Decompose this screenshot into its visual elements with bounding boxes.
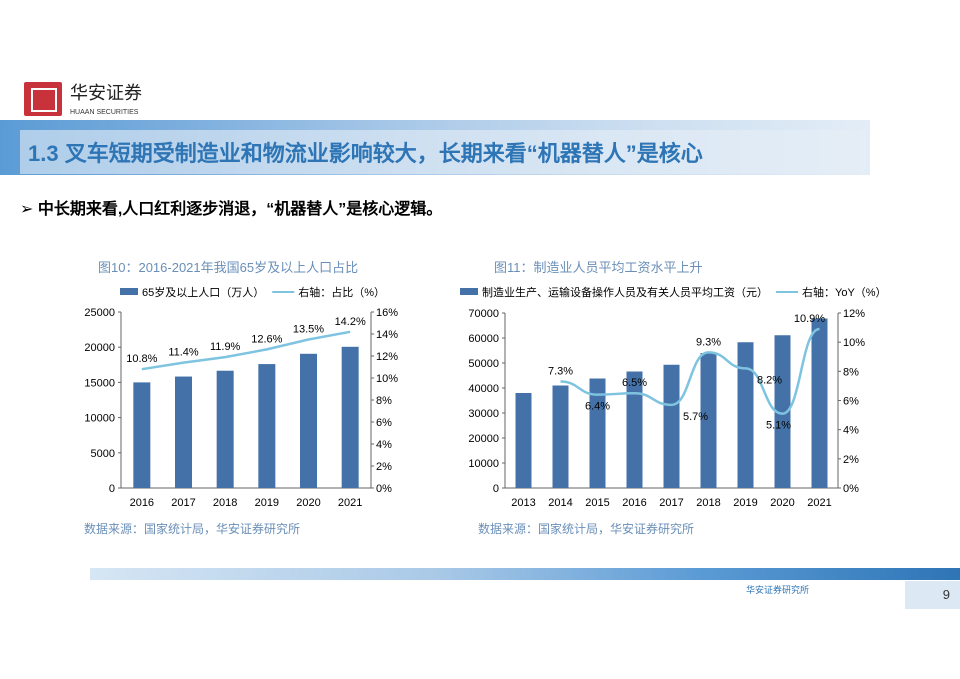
legend-bar-swatch [460, 288, 478, 295]
data-label: 13.5% [293, 324, 324, 336]
y2-tick-label: 0% [376, 483, 392, 495]
slide-title: 1.3 叉车短期受制造业和物流业影响较大，长期来看“机器替人”是核心 [20, 130, 866, 174]
x-tick-label: 2014 [548, 497, 572, 509]
chart1-title: 图10：2016-2021年我国65岁及以上人口占比 [98, 260, 359, 275]
y-tick-label: 50000 [468, 358, 499, 370]
y-tick-label: 70000 [468, 308, 499, 320]
x-tick-label: 2021 [338, 497, 362, 509]
bar [552, 385, 569, 488]
y2-tick-label: 12% [376, 351, 398, 363]
bar [774, 335, 791, 488]
data-label: 5.7% [683, 411, 708, 423]
x-tick-label: 2015 [585, 497, 609, 509]
arrow-icon: ➢ [20, 201, 38, 218]
x-tick-label: 2016 [622, 497, 646, 509]
footer-bar [90, 568, 960, 580]
legend-bar-swatch [120, 288, 138, 295]
y2-tick-label: 6% [843, 396, 859, 408]
data-label: 12.6% [251, 333, 282, 345]
y-tick-label: 60000 [468, 333, 499, 345]
data-label: 14.2% [335, 316, 366, 328]
x-tick-label: 2017 [659, 497, 683, 509]
data-label: 8.2% [757, 374, 782, 386]
bar [175, 376, 192, 488]
legend-bar-label: 65岁及以上人口（万人） [142, 285, 264, 299]
chart2-title: 图11：制造业人员平均工资水平上升 [494, 260, 703, 275]
legend-line-label: 右轴：占比（%） [298, 285, 385, 299]
line-series [560, 327, 820, 415]
y2-tick-label: 2% [376, 461, 392, 473]
bar [811, 318, 828, 488]
y-tick-label: 25000 [84, 307, 115, 319]
x-tick-label: 2018 [213, 497, 237, 509]
y-tick-label: 30000 [468, 408, 499, 420]
y2-tick-label: 12% [843, 308, 865, 320]
x-tick-label: 2019 [255, 497, 279, 509]
y-tick-label: 20000 [84, 342, 115, 354]
y-tick-label: 5000 [91, 448, 115, 460]
bar [515, 393, 532, 488]
bar [663, 364, 680, 488]
chart2: 制造业生产、运输设备操作人员及有关人员平均工资（元） 右轴：YoY（%） 0 1000… [460, 285, 887, 509]
x-tick-label: 2018 [696, 497, 720, 509]
bar [216, 370, 234, 488]
logo [24, 82, 62, 116]
y2-tick-label: 4% [843, 425, 859, 437]
data-label: 6.4% [585, 401, 610, 413]
bar [737, 342, 754, 488]
line-series [141, 330, 351, 371]
brand-name-en: HUAAN SECURITIES [70, 109, 139, 116]
y2-tick-label: 8% [376, 395, 392, 407]
x-tick-label: 2021 [807, 497, 831, 509]
bar [133, 382, 151, 488]
x-tick-label: 2013 [511, 497, 535, 509]
y2-tick-label: 8% [843, 366, 859, 378]
y-tick-label: 10000 [84, 413, 115, 425]
legend-bar-label: 制造业生产、运输设备操作人员及有关人员平均工资（元） [482, 285, 768, 299]
brand-name: 华安证券 [70, 83, 142, 104]
y-tick-label: 0 [109, 483, 115, 495]
y-tick-label: 40000 [468, 383, 499, 395]
footer-org: 华安证券研究所 [746, 585, 810, 595]
y-tick-label: 20000 [468, 433, 499, 445]
chart2-source: 数据来源：国家统计局，华安证券研究所 [478, 522, 695, 536]
bar [341, 346, 359, 488]
bullet-text: 中长期来看,人口红利逐步消退，“机器替人”是核心逻辑。 [37, 201, 443, 218]
data-label: 7.3% [548, 366, 573, 378]
x-tick-label: 2020 [770, 497, 794, 509]
y-tick-label: 10000 [468, 458, 499, 470]
y2-tick-label: 10% [843, 337, 865, 349]
chart1-source: 数据来源：国家统计局，华安证券研究所 [84, 522, 301, 536]
x-tick-label: 2016 [130, 497, 154, 509]
data-label: 10.8% [126, 353, 157, 365]
y2-tick-label: 4% [376, 439, 392, 451]
x-tick-label: 2020 [296, 497, 320, 509]
bar [589, 378, 606, 488]
y-tick-label: 0 [493, 483, 499, 495]
bar [626, 371, 643, 488]
bar [700, 353, 717, 488]
data-label: 10.9% [794, 313, 825, 325]
chart1: 65岁及以上人口（万人） 右轴：占比（%） 0 5000 10000 15000 20000… [84, 285, 398, 509]
bullet-point: ➢ 中长期来看,人口红利逐步消退，“机器替人”是核心逻辑。 [20, 195, 442, 219]
legend-line-label: 右轴：YoY（%） [802, 285, 887, 299]
data-label: 9.3% [696, 336, 721, 348]
y-tick-label: 15000 [84, 377, 115, 389]
data-label: 11.9% [210, 341, 241, 353]
page-number: 9 [905, 581, 960, 609]
y2-tick-label: 0% [843, 483, 859, 495]
data-label: 11.4% [168, 347, 199, 359]
data-label: 5.1% [766, 420, 791, 432]
data-label: 6.5% [622, 377, 647, 389]
y2-tick-label: 14% [376, 329, 398, 341]
y2-tick-label: 6% [376, 417, 392, 429]
y2-tick-label: 10% [376, 373, 398, 385]
x-tick-label: 2019 [733, 497, 757, 509]
x-tick-label: 2017 [171, 497, 195, 509]
y2-tick-label: 16% [376, 307, 398, 319]
y2-tick-label: 2% [843, 454, 859, 466]
bar [300, 353, 317, 488]
bar [258, 364, 276, 488]
